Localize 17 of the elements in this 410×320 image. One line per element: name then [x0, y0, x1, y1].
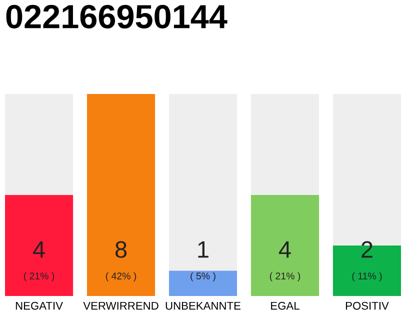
annotation: ( 21% ) [270, 272, 300, 282]
annotation: ( 42% ) [106, 272, 136, 282]
data-label: 4 [33, 241, 45, 258]
x-tick-label: UNBEKANNTE [166, 302, 240, 310]
annotation: ( 11% ) [352, 272, 382, 282]
x-tick-label: POSITIV [346, 302, 389, 310]
data-label: 4 [278, 241, 291, 258]
bar [168, 270, 238, 296]
chart-title: 022166950144 [6, 4, 228, 28]
data-label: 2 [362, 241, 372, 258]
annotation: ( 5% ) [190, 272, 216, 282]
x-tick-label: VERWIRREND [83, 302, 158, 310]
data-label: 8 [115, 241, 127, 258]
data-label: 1 [198, 241, 208, 258]
annotation: ( 21% ) [24, 272, 54, 282]
x-tick-label: NEGATIV [16, 302, 63, 310]
x-tick-label: EGAL [271, 302, 300, 310]
